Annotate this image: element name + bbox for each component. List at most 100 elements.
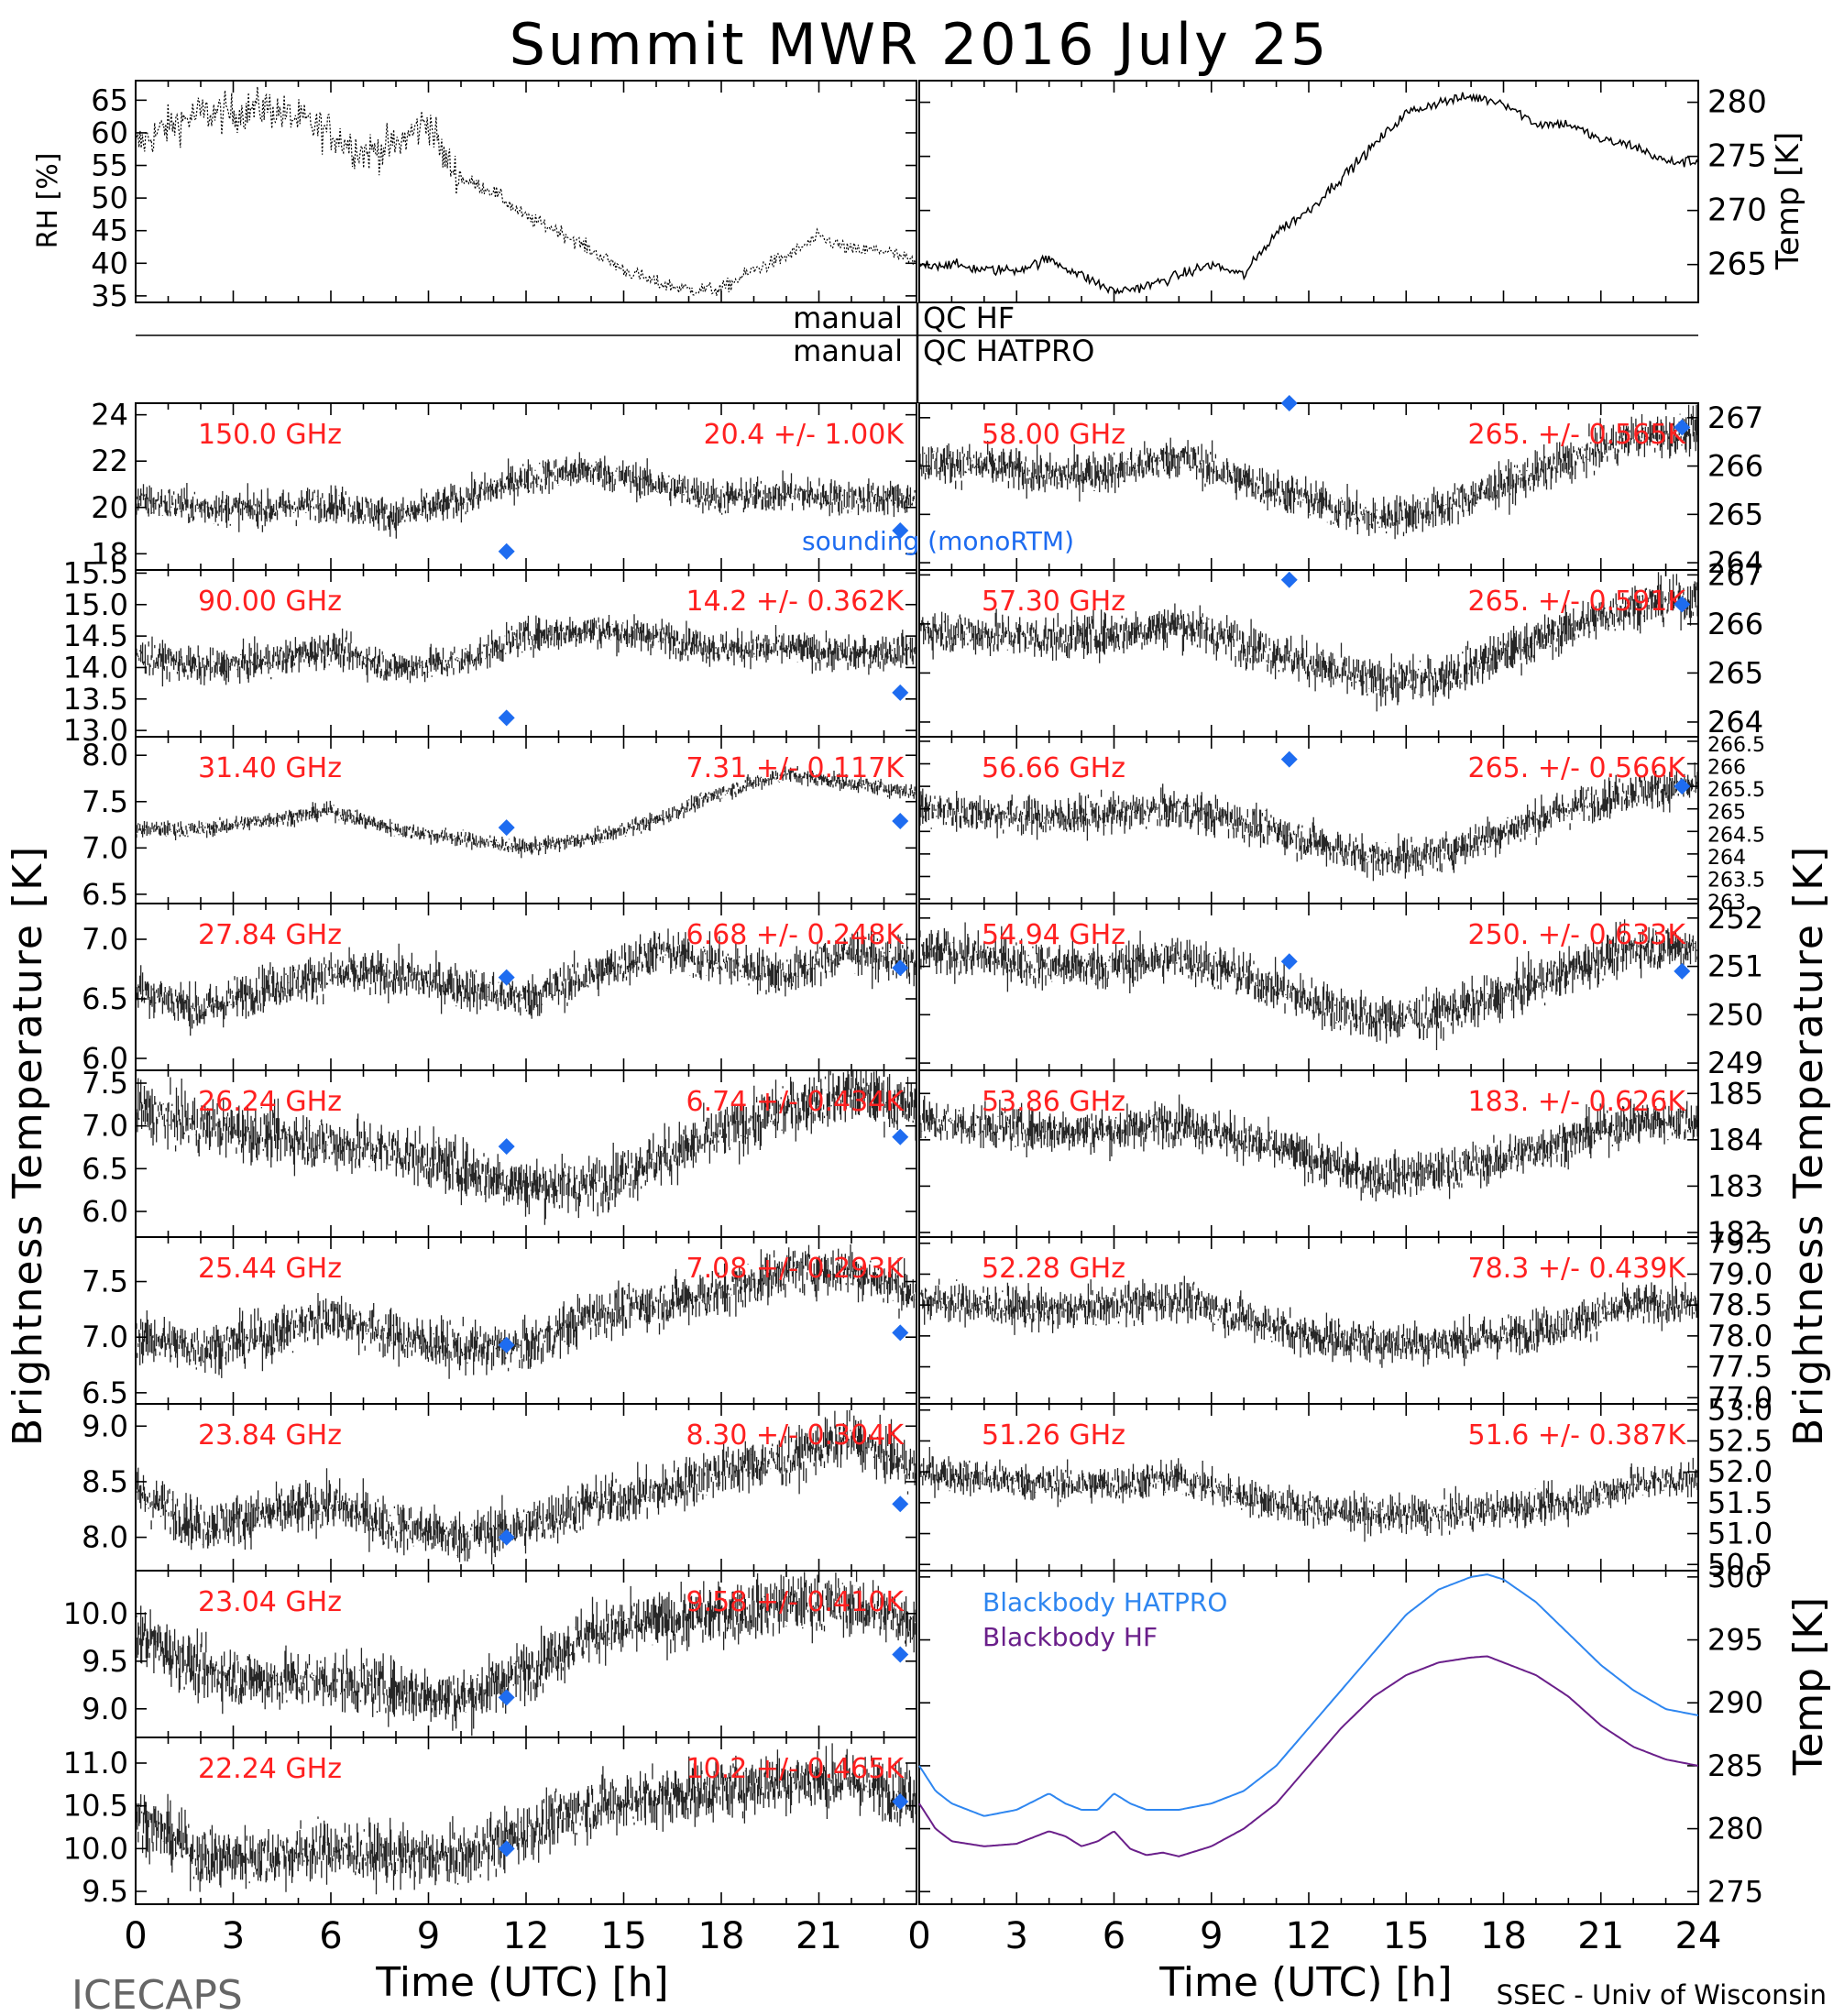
y-tick-label: 264.5 [1707,824,1765,847]
x-axis-title-right: Time (UTC) [h] [1158,1959,1452,2006]
data-series [918,572,1699,712]
y-tick-label: 264 [1707,545,1763,580]
y-tick-label: 51.5 [1707,1485,1773,1520]
data-series [918,762,1699,882]
y-tick-label: 52.5 [1707,1423,1773,1458]
tb-panel-right: 264 265 266 267 58.00 GHz 265. +/- 0.565K [918,395,1763,580]
stats-label: 51.6 +/- 0.387K [1468,1419,1687,1452]
temp-series [918,92,1699,295]
sounding-point [892,1496,909,1513]
sounding-point [1674,962,1691,980]
tb-panel-left: 9.5 10.0 10.5 11.0 22.24 GHz 10.2 +/- 0.465K [63,1737,917,1909]
y-tick-label: 20 [91,490,128,525]
x-tick-label: 24 [1675,1915,1722,1957]
sounding-point [498,1840,515,1857]
tb-panel-left: 6.5 7.0 7.5 25.44 GHz 7.08 +/- 0.293K [82,1236,917,1410]
tb-panel-left: 18 20 22 24 150.0 GHz 20.4 +/- 1.00K [91,398,917,571]
y-tick-label: 290 [1707,1685,1763,1720]
bb-hf-line [918,1655,1699,1857]
data-series [135,766,917,859]
y-tick-label: 65 [91,82,128,117]
y-tick-label: 280 [1707,1812,1763,1846]
y-tick-label: 9.5 [82,1874,128,1909]
y-tick-label: 10.5 [63,1789,128,1824]
y-tick-label: 270 [1707,192,1767,229]
frequency-label: 31.40 GHz [198,752,342,784]
sounding-point [892,684,909,701]
y-tick-label: 267 [1707,400,1763,435]
footer-right: SSEC - Univ of Wisconsin [1497,1979,1827,2011]
data-series [135,452,917,539]
frequency-label: 51.26 GHz [982,1419,1125,1452]
panel-frame [135,80,917,303]
y-tick-label: 7.5 [82,1066,128,1101]
y-tick-label: 7.0 [82,922,128,957]
tb-panel-right: 50.551.051.552.052.553.0 51.26 GHz 51.6 +/… [918,1393,1773,1582]
y-tick-label: 9.5 [82,1644,128,1679]
y-tick-label: 15.0 [63,587,128,622]
frequency-label: 150.0 GHz [198,419,342,451]
sounding-point [1280,395,1298,411]
sounding-point [1280,751,1298,768]
y-tick-label: 52.0 [1707,1454,1773,1489]
data-series [135,1070,917,1225]
data-series [918,404,1698,540]
data-series [135,1571,917,1737]
data-series [135,1244,917,1379]
panel-frame [918,80,1699,303]
y-tick-label: 79.5 [1707,1226,1773,1261]
y-tick-label: 8.0 [82,1520,128,1555]
y-tick-label: 53.0 [1707,1393,1773,1428]
x-tick-label: 21 [1577,1915,1624,1957]
y-tick-label: 9.0 [82,1692,128,1726]
y-tick-label: 6.5 [82,981,128,1016]
bb-hatpro-line [918,1573,1699,1817]
y-tick-label: 50 [91,181,128,215]
sounding-point [1674,419,1691,436]
sounding-point [892,813,909,830]
y-tick-label: 266 [1707,449,1763,484]
sounding-point [498,542,515,560]
stats-label: 7.31 +/- 0.117K [686,752,906,784]
x-tick-label: 6 [1103,1915,1125,1957]
sounding-point [498,969,515,986]
frequency-label: 57.30 GHz [982,586,1125,618]
stats-label: 6.74 +/- 0.434K [686,1086,906,1118]
sounding-point [498,709,515,727]
x-tick-label: 0 [907,1915,930,1957]
sounding-point [1280,571,1298,588]
tb-panel-right: 77.077.578.078.579.079.5 52.28 GHz 78.3 +/… [918,1226,1773,1415]
data-series [135,925,917,1036]
x-tick-label: 9 [417,1915,440,1957]
data-series [918,1276,1699,1368]
stats-label: 265. +/- 0.565K [1468,419,1687,451]
stats-label: 265. +/- 0.566K [1468,752,1687,784]
y-tick-label: 77.5 [1707,1350,1773,1385]
panels: 3540455055606526527027528018202224150.0 … [63,80,1773,1957]
frequency-label: 23.84 GHz [198,1419,342,1452]
data-series [918,1094,1699,1202]
tb-panel-right: 249 250 251 252 54.94 GHz 250. +/- 0.633K [918,901,1763,1080]
stats-label: 78.3 +/- 0.439K [1468,1253,1687,1285]
sounding-point [1674,596,1691,613]
tb-panel-left: 6.5 7.0 7.5 8.0 31.40 GHz 7.31 +/- 0.117K [82,736,917,912]
y-tick-label: 265 [1707,802,1746,825]
x-tick-label: 18 [698,1915,745,1957]
sounding-point [498,1689,515,1706]
y-tick-label: 78.5 [1707,1287,1773,1322]
stats-label: 20.4 +/- 1.00K [704,419,906,451]
y-tick-label: 14.5 [63,619,128,653]
bb-hf-legend: Blackbody HF [982,1622,1158,1652]
y-tick-label: 60 [91,115,128,150]
data-series [135,614,917,687]
x-tick-label: 6 [319,1915,342,1957]
y-tick-label: 185 [1707,1076,1763,1111]
y-tick-label: 264 [1707,847,1746,870]
qc-right-label-1: QC HF [923,301,1015,335]
y-tick-label: 249 [1707,1046,1763,1080]
temp-axis-title: Temp [K] [1770,132,1806,270]
y-tick-label: 285 [1707,1748,1763,1783]
